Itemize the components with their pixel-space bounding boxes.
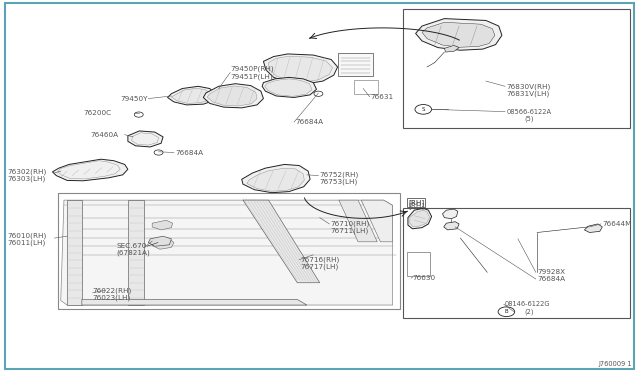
Polygon shape xyxy=(264,54,337,84)
Text: 76710(RH): 76710(RH) xyxy=(331,221,370,227)
Text: 76684A: 76684A xyxy=(537,276,565,282)
Text: 76302(RH): 76302(RH) xyxy=(8,169,47,175)
Circle shape xyxy=(314,91,323,96)
Text: 79450Y: 79450Y xyxy=(121,96,148,102)
Polygon shape xyxy=(265,79,312,96)
Polygon shape xyxy=(67,200,82,305)
Bar xyxy=(337,53,372,76)
Polygon shape xyxy=(410,210,429,227)
Polygon shape xyxy=(148,236,172,246)
Text: 76200C: 76200C xyxy=(84,110,112,116)
Polygon shape xyxy=(82,299,307,305)
Text: B: B xyxy=(504,309,508,314)
Polygon shape xyxy=(247,168,305,191)
Polygon shape xyxy=(243,200,320,283)
Text: 76022(RH): 76022(RH) xyxy=(93,288,132,294)
Text: SEC.670: SEC.670 xyxy=(116,243,147,249)
Text: 08146-6122G: 08146-6122G xyxy=(505,301,550,307)
Text: [RH]: [RH] xyxy=(408,202,424,209)
Polygon shape xyxy=(415,19,502,50)
Polygon shape xyxy=(61,200,392,305)
Polygon shape xyxy=(444,222,459,230)
Text: 76630: 76630 xyxy=(412,275,436,281)
Polygon shape xyxy=(172,88,211,103)
Text: 76684A: 76684A xyxy=(296,119,324,125)
Text: 79928X: 79928X xyxy=(537,269,565,275)
Text: 76303(LH): 76303(LH) xyxy=(8,175,46,182)
Polygon shape xyxy=(339,200,377,242)
Text: 76717(LH): 76717(LH) xyxy=(301,263,339,270)
Polygon shape xyxy=(242,164,310,193)
Polygon shape xyxy=(52,159,128,181)
Polygon shape xyxy=(168,86,216,105)
Polygon shape xyxy=(262,77,317,97)
Polygon shape xyxy=(152,220,173,230)
Text: 76753(LH): 76753(LH) xyxy=(320,178,358,185)
Text: 76010(RH): 76010(RH) xyxy=(8,233,47,240)
Text: [RH]: [RH] xyxy=(408,199,424,206)
Text: (5): (5) xyxy=(524,115,534,122)
Polygon shape xyxy=(128,131,163,147)
Text: 76752(RH): 76752(RH) xyxy=(320,171,359,178)
Circle shape xyxy=(415,105,431,114)
Text: 76830V(RH): 76830V(RH) xyxy=(506,84,550,90)
Circle shape xyxy=(498,307,515,317)
Circle shape xyxy=(134,112,143,117)
Bar xyxy=(403,9,630,128)
Text: (2): (2) xyxy=(524,308,534,315)
Polygon shape xyxy=(584,224,602,232)
Text: 76011(LH): 76011(LH) xyxy=(8,240,46,246)
Text: (67821A): (67821A) xyxy=(116,250,150,256)
Polygon shape xyxy=(361,200,392,242)
Polygon shape xyxy=(408,208,431,229)
Polygon shape xyxy=(207,86,257,106)
Text: 08566-6122A: 08566-6122A xyxy=(506,109,552,115)
Text: J760009 1: J760009 1 xyxy=(598,361,632,367)
Polygon shape xyxy=(128,200,144,305)
Polygon shape xyxy=(269,56,333,82)
Text: 76023(LH): 76023(LH) xyxy=(93,294,131,301)
Text: 76711(LH): 76711(LH) xyxy=(331,227,369,234)
Polygon shape xyxy=(152,239,174,249)
Text: 79451P(LH): 79451P(LH) xyxy=(230,73,273,80)
Text: S: S xyxy=(422,107,425,112)
Text: 76644M: 76644M xyxy=(602,221,632,227)
Bar xyxy=(353,80,378,94)
Text: 76460A: 76460A xyxy=(90,132,118,138)
Bar xyxy=(58,193,399,309)
Text: 79450P(RH): 79450P(RH) xyxy=(230,65,274,72)
Circle shape xyxy=(154,150,163,155)
Polygon shape xyxy=(204,84,264,108)
Text: 76716(RH): 76716(RH) xyxy=(301,256,340,263)
Text: 76831V(LH): 76831V(LH) xyxy=(506,90,550,97)
Polygon shape xyxy=(422,22,495,47)
Text: 76631: 76631 xyxy=(371,94,394,100)
Text: 76684A: 76684A xyxy=(176,150,204,155)
Polygon shape xyxy=(442,209,458,219)
Bar xyxy=(407,252,429,276)
Bar xyxy=(403,208,630,318)
Polygon shape xyxy=(444,45,459,52)
